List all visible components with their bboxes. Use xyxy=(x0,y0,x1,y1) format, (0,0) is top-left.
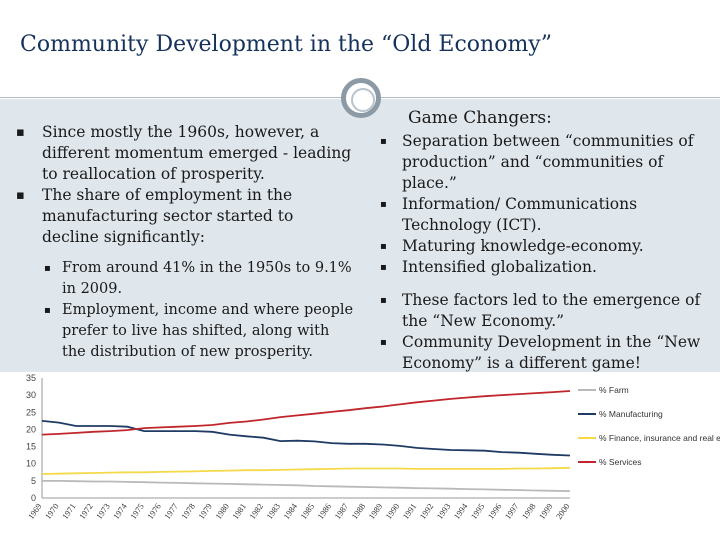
x-tick-label: 1992 xyxy=(417,501,435,521)
left-bullet-list: Since mostly the 1960s, however, a diffe… xyxy=(14,122,354,248)
x-tick-label: 1994 xyxy=(452,501,470,521)
right-column: Game Changers: Separation between “commu… xyxy=(378,108,714,374)
x-tick-label: 1973 xyxy=(94,501,112,521)
divider-circle-ornament xyxy=(341,78,381,118)
x-tick-label: 1979 xyxy=(196,501,214,521)
x-tick-label: 1971 xyxy=(60,501,78,521)
left-sub-bullet-2: Employment, income and where people pref… xyxy=(14,300,354,363)
x-tick-label: 1989 xyxy=(366,501,384,521)
x-tick-label: 1998 xyxy=(520,501,538,521)
x-tick-label: 1970 xyxy=(43,501,61,521)
legend-label: % Farm xyxy=(599,385,629,395)
x-tick-label: 1991 xyxy=(400,501,418,521)
series-line-3 xyxy=(41,390,571,436)
left-bullet-2: The share of employment in the manufactu… xyxy=(14,185,354,248)
left-bullet-1: Since mostly the 1960s, however, a diffe… xyxy=(14,122,354,185)
x-tick-label: 1974 xyxy=(111,501,129,521)
x-tick-label: 1990 xyxy=(383,501,401,521)
left-column: Since mostly the 1960s, however, a diffe… xyxy=(14,122,354,363)
x-tick-label: 1969 xyxy=(26,501,44,521)
changer-item-3: Maturing knowledge-economy. xyxy=(378,236,714,257)
y-tick-label: 20 xyxy=(26,424,36,434)
x-tick-label: 1972 xyxy=(77,501,95,521)
x-tick-label: 1980 xyxy=(213,501,231,521)
conclusions-list: These factors led to the emergence of th… xyxy=(378,290,714,374)
y-tick-label: 35 xyxy=(26,373,36,383)
legend-label: % Finance, insurance and real estate xyxy=(599,433,720,443)
x-tick-label: 1988 xyxy=(349,501,367,521)
x-tick-label: 1982 xyxy=(247,501,265,521)
x-tick-label: 1986 xyxy=(315,501,333,521)
game-changers-heading: Game Changers: xyxy=(408,108,552,128)
x-tick-label: 1976 xyxy=(145,501,163,521)
x-tick-label: 1993 xyxy=(434,501,452,521)
x-tick-label: 1978 xyxy=(179,501,197,521)
series-line-0 xyxy=(42,480,571,492)
y-tick-label: 10 xyxy=(26,459,36,469)
series-line-2 xyxy=(41,466,571,475)
slide-title: Community Development in the “Old Econom… xyxy=(20,32,552,57)
x-tick-label: 1984 xyxy=(281,501,299,521)
left-sub-bullet-list: From around 41% in the 1950s to 9.1% in … xyxy=(14,258,354,363)
x-tick-label: 1987 xyxy=(332,501,350,521)
x-tick-label: 1983 xyxy=(264,501,282,521)
game-changers-list: Separation between “communities of produ… xyxy=(378,131,714,278)
x-tick-label: 1975 xyxy=(128,501,146,521)
changer-item-1: Separation between “communities of produ… xyxy=(378,131,714,194)
changer-item-2: Information/ Communications Technology (… xyxy=(378,194,714,236)
y-tick-label: 15 xyxy=(26,442,36,452)
conclusion-item-1: These factors led to the emergence of th… xyxy=(378,290,714,332)
x-tick-label: 1977 xyxy=(162,501,180,521)
x-tick-label: 1997 xyxy=(503,501,521,521)
x-tick-label: 1999 xyxy=(537,501,555,521)
x-tick-label: 2000 xyxy=(554,501,572,521)
legend-label: % Manufacturing xyxy=(599,409,663,419)
conclusion-item-2: Community Development in the “New Econom… xyxy=(378,332,714,374)
y-tick-label: 5 xyxy=(31,476,36,486)
x-tick-label: 1981 xyxy=(230,501,248,521)
changer-item-4: Intensified globalization. xyxy=(378,257,714,278)
y-tick-label: 25 xyxy=(26,407,36,417)
x-tick-label: 1995 xyxy=(469,501,487,521)
left-sub-bullet-1: From around 41% in the 1950s to 9.1% in … xyxy=(14,258,354,300)
y-tick-label: 0 xyxy=(31,493,36,503)
y-tick-label: 30 xyxy=(26,390,36,400)
legend-label: % Services xyxy=(599,457,642,467)
series-line-1 xyxy=(41,420,571,457)
x-tick-label: 1996 xyxy=(486,501,504,521)
employment-chart: 0 5 10 15 20 25 30 35 1969 1970 1971 1972 1973 1974 19… xyxy=(0,372,720,540)
x-tick-label: 1985 xyxy=(298,501,316,521)
